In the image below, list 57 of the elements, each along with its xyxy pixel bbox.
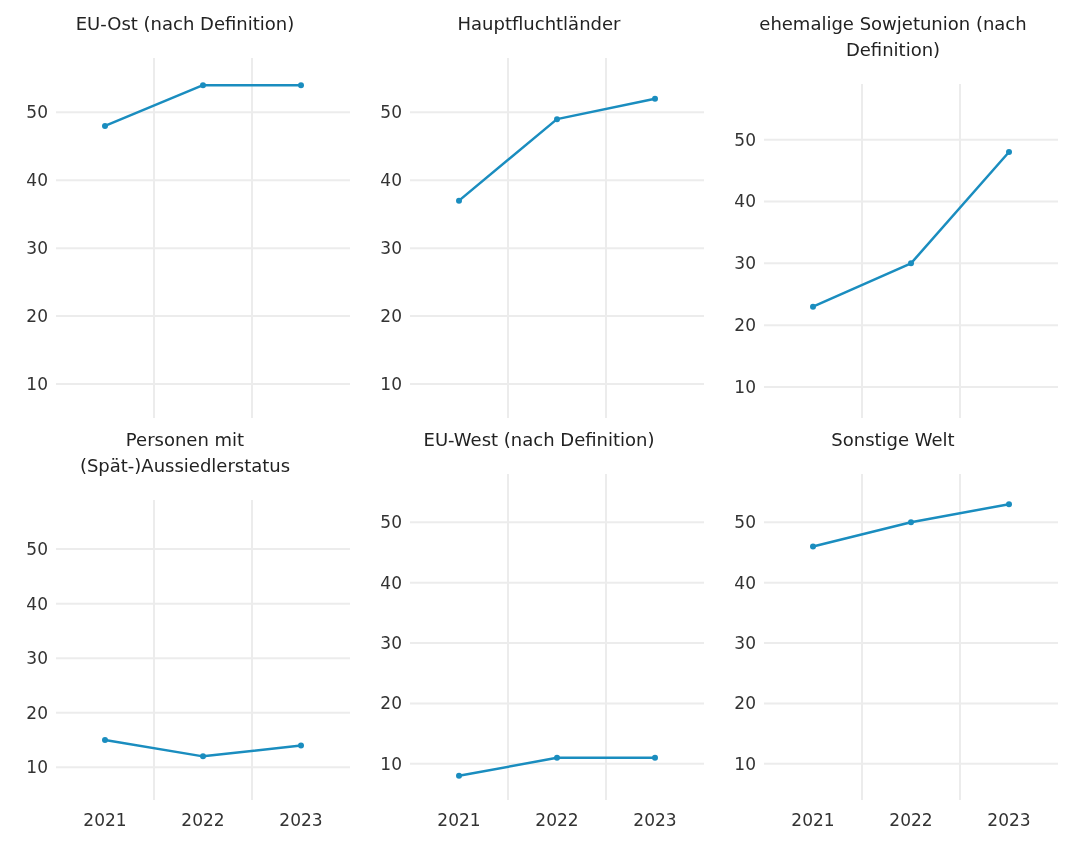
point — [1006, 501, 1012, 508]
y-tick-label: 50 — [26, 539, 48, 560]
y-tick-label: 30 — [734, 253, 756, 274]
chart-title: Personen mit (Spät-)Aussiedlerstatus — [79, 429, 291, 476]
chart-title: EU-Ost (nach Definition) — [75, 13, 295, 34]
x-tick-label: 2021 — [437, 810, 481, 830]
y-tick-label: 10 — [734, 377, 756, 398]
y-tick-label: 30 — [26, 238, 48, 259]
y-tick-label: 40 — [734, 572, 756, 593]
y-tick-label: 30 — [380, 632, 402, 653]
point — [810, 543, 816, 550]
y-tick-label: 40 — [26, 593, 48, 614]
y-tick-label: 10 — [26, 757, 48, 778]
y-tick-label: 20 — [734, 315, 756, 336]
point — [554, 116, 560, 123]
y-tick-label: 50 — [734, 512, 756, 533]
x-tick-label: 2023 — [987, 810, 1031, 830]
point — [298, 742, 304, 749]
y-tick-label: 20 — [380, 693, 402, 714]
point — [200, 753, 206, 760]
x-tick-label: 2021 — [83, 810, 127, 830]
y-tick-label: 20 — [26, 702, 48, 723]
y-tick-label: 50 — [380, 512, 402, 533]
chart-title: Hauptfluchtländer — [457, 13, 622, 34]
y-tick-label: 30 — [380, 238, 402, 259]
x-tick-label: 2023 — [279, 810, 323, 830]
chart-title: ehemalige Sowjetunion (nach Definition) — [759, 13, 1027, 60]
y-tick-label: 30 — [734, 632, 756, 653]
point — [456, 197, 462, 204]
y-tick-label: 20 — [734, 693, 756, 714]
point — [908, 519, 914, 526]
y-tick-label: 10 — [26, 373, 48, 394]
y-tick-label: 50 — [380, 102, 402, 123]
y-tick-label: 50 — [26, 102, 48, 123]
point — [908, 260, 914, 267]
point — [810, 303, 816, 310]
y-tick-label: 10 — [380, 753, 402, 774]
point — [1006, 149, 1012, 156]
y-tick-label: 50 — [734, 129, 756, 150]
y-tick-label: 20 — [26, 306, 48, 327]
y-tick-label: 10 — [734, 753, 756, 774]
x-tick-label: 2022 — [181, 810, 225, 830]
x-tick-label: 2023 — [633, 810, 677, 830]
y-tick-label: 10 — [380, 373, 402, 394]
point — [102, 737, 108, 743]
y-tick-label: 40 — [26, 170, 48, 191]
chart-title: Sonstige Welt — [831, 429, 955, 450]
x-tick-label: 2022 — [889, 810, 933, 830]
x-tick-label: 2021 — [791, 810, 835, 830]
y-tick-label: 40 — [380, 572, 402, 593]
chart-title: EU-West (nach Definition) — [423, 429, 655, 450]
y-tick-label: 40 — [734, 191, 756, 212]
y-tick-label: 30 — [26, 648, 48, 669]
y-tick-label: 40 — [380, 170, 402, 191]
x-tick-label: 2022 — [535, 810, 579, 830]
point — [652, 95, 658, 102]
y-tick-label: 20 — [380, 306, 402, 327]
